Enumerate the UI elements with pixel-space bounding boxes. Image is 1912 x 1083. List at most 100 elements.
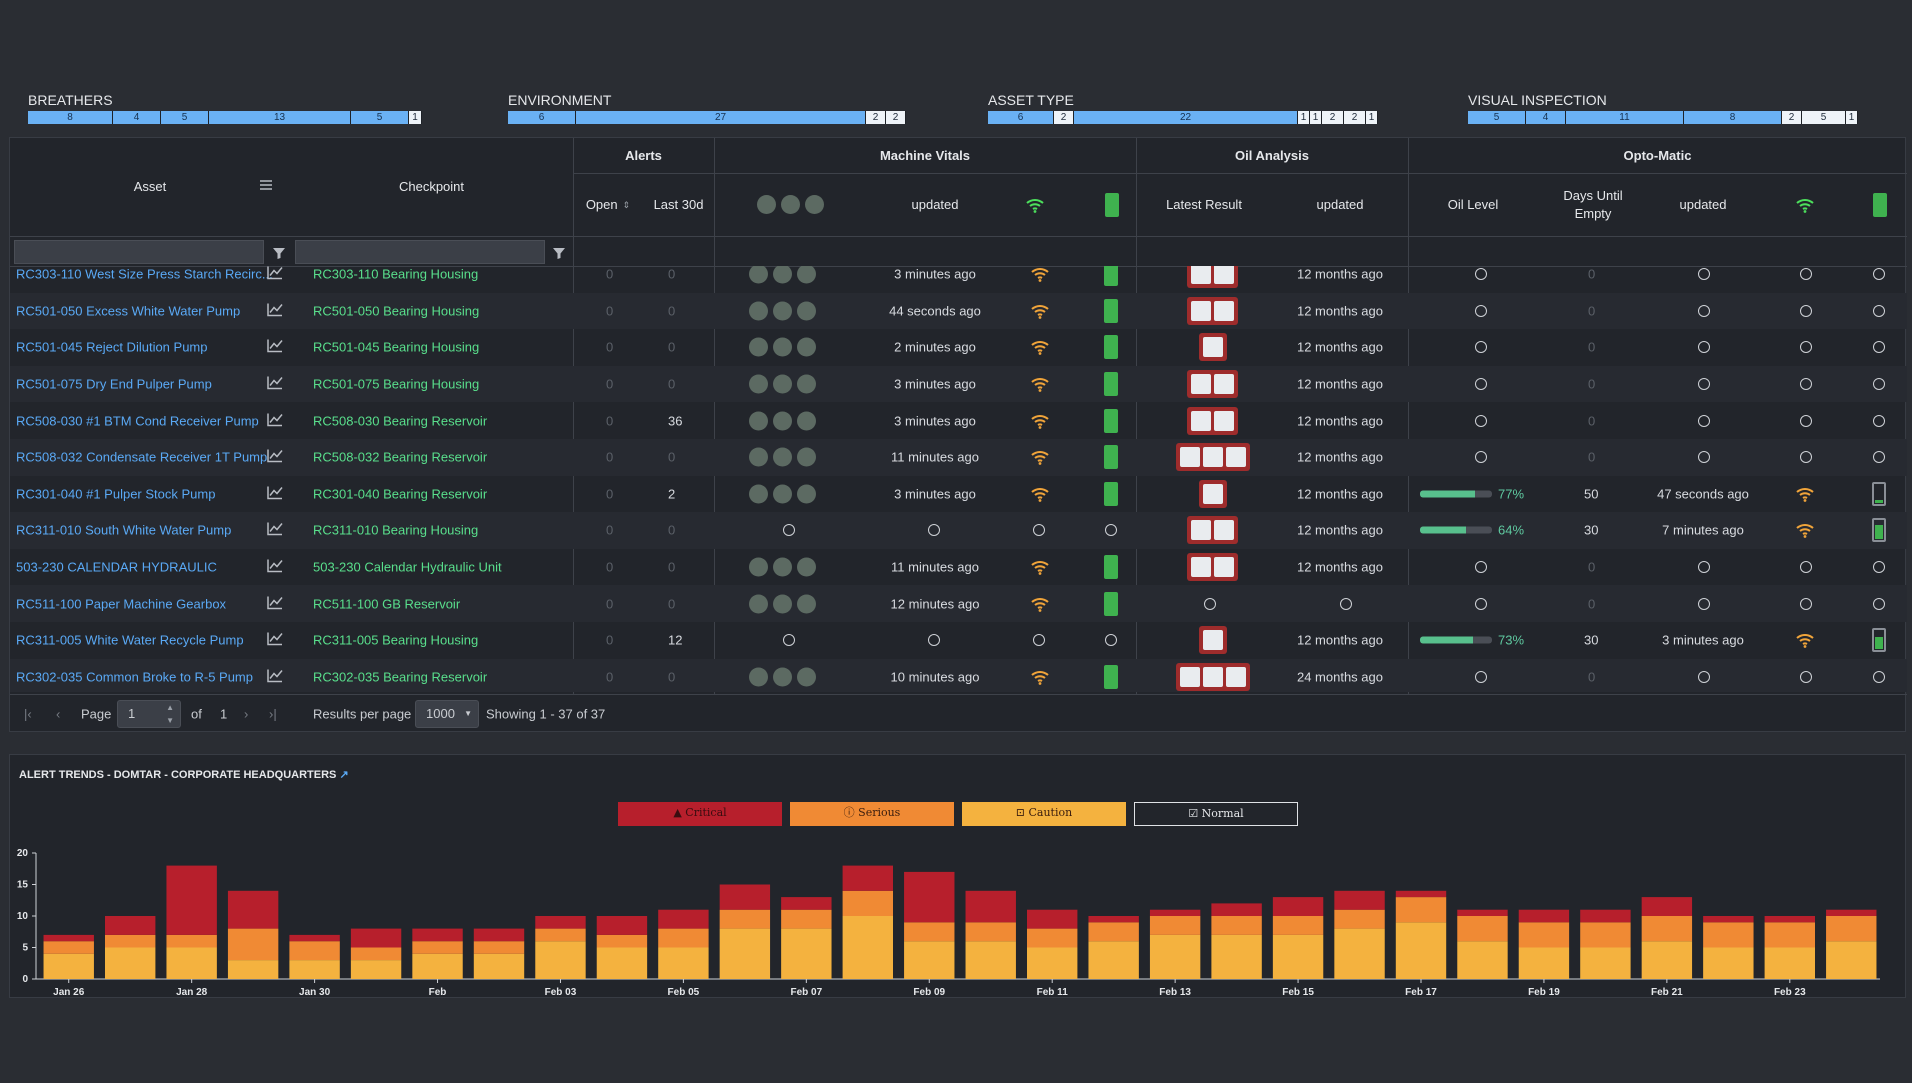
bar-serious[interactable] [1026,928,1078,948]
trend-chart-icon[interactable] [267,632,283,649]
summary-segment[interactable]: 6 [508,111,576,124]
bar-serious[interactable] [1641,916,1693,942]
summary-segment[interactable]: 2 [866,111,886,124]
bar-serious[interactable] [227,928,279,961]
bar-critical[interactable] [1518,909,1570,923]
trend-chart-icon[interactable] [267,595,283,612]
bar-critical[interactable] [1764,916,1816,923]
bar-critical[interactable] [473,928,525,942]
bar-caution[interactable] [1641,941,1693,979]
bar-critical[interactable] [104,916,156,935]
bar-serious[interactable] [412,941,463,954]
checkpoint-link[interactable]: RC501-050 Bearing Housing [313,303,480,319]
checkpoint-filter-input[interactable] [295,240,545,264]
bar-caution[interactable] [719,928,771,979]
checkpoint-link[interactable]: RC301-040 Bearing Reservoir [313,486,488,502]
trend-chart-icon[interactable] [267,302,283,319]
summary-segment[interactable]: 5 [1468,111,1526,124]
bar-caution[interactable] [1457,941,1508,979]
summary-segment[interactable]: 27 [576,111,866,124]
legend-serious[interactable]: ⓘ Serious [790,802,954,826]
asset-link[interactable]: RC303-110 West Size Press Starch Recirc.… [16,266,273,282]
bar-caution[interactable] [1211,934,1262,979]
asset-link[interactable]: RC508-032 Condensate Receiver 1T Pump [16,449,268,465]
checkpoint-link[interactable]: RC311-005 Bearing Housing [313,632,479,648]
summary-segment[interactable]: 1 [1298,111,1310,124]
summary-segment[interactable]: 2 [1054,111,1074,124]
bar-serious[interactable] [1764,922,1816,948]
bar-serious[interactable] [596,934,648,948]
bar-critical[interactable] [1703,916,1754,923]
bar-critical[interactable] [535,916,586,929]
bar-serious[interactable] [781,909,832,929]
bar-caution[interactable] [965,941,1016,979]
asset-link[interactable]: RC301-040 #1 Pulper Stock Pump [16,486,216,502]
bar-critical[interactable] [658,909,709,929]
legend-critical[interactable]: ▲ Critical [618,802,782,826]
bar-caution[interactable] [781,928,832,979]
checkpoint-link[interactable]: RC508-032 Bearing Reservoir [313,449,488,465]
bar-serious[interactable] [1272,916,1324,935]
bar-caution[interactable] [1149,934,1201,979]
bar-critical[interactable] [1272,897,1324,916]
summary-segment[interactable]: 8 [1684,111,1782,124]
trend-chart-icon[interactable] [267,412,283,429]
bar-caution[interactable] [596,947,648,980]
checkpoint-link[interactable]: RC501-045 Bearing Housing [313,339,480,355]
filter-icon[interactable] [272,246,286,260]
bar-critical[interactable] [166,865,217,935]
bar-critical[interactable] [227,890,279,929]
external-link-icon[interactable]: ↗ [339,769,349,781]
bar-critical[interactable] [1088,916,1139,923]
asset-link[interactable]: RC501-050 Excess White Water Pump [16,303,241,319]
bar-serious[interactable] [842,890,894,916]
first-page-icon[interactable]: |‹ [24,706,32,721]
trend-chart-icon[interactable] [267,668,283,685]
asset-link[interactable]: RC511-100 Paper Machine Gearbox [16,596,227,612]
bar-serious[interactable] [658,928,709,948]
bar-caution[interactable] [43,953,94,979]
bar-serious[interactable] [1518,922,1570,948]
oil-result-badge[interactable] [1187,370,1238,399]
trend-chart-icon[interactable] [267,376,283,393]
bar-caution[interactable] [227,960,279,979]
bar-caution[interactable] [1518,947,1570,980]
bar-serious[interactable] [166,934,217,948]
bar-critical[interactable] [1641,897,1693,916]
asset-link[interactable]: RC311-005 White Water Recycle Pump [16,632,244,648]
summary-segment[interactable]: 6 [988,111,1054,124]
bar-critical[interactable] [904,871,955,923]
bar-caution[interactable] [1580,947,1631,980]
summary-segment[interactable]: 1 [409,111,422,124]
bar-critical[interactable] [1149,909,1201,916]
bar-serious[interactable] [904,922,955,942]
summary-segment[interactable]: 2 [1322,111,1344,124]
bar-serious[interactable] [1580,922,1631,948]
bar-critical[interactable] [596,916,648,935]
bar-critical[interactable] [719,884,771,910]
oil-result-badge[interactable] [1187,406,1238,435]
summary-segment[interactable]: 1 [1366,111,1378,124]
bar-caution[interactable] [658,947,709,980]
bar-caution[interactable] [1703,947,1754,980]
bar-critical[interactable] [1580,909,1631,923]
bar-serious[interactable] [104,934,156,948]
bar-caution[interactable] [104,947,156,980]
bar-caution[interactable] [166,947,217,980]
oil-result-badge[interactable] [1198,479,1227,508]
bar-caution[interactable] [1764,947,1816,980]
filter-icon[interactable] [552,246,566,260]
trend-chart-icon[interactable] [267,559,283,576]
legend-caution[interactable]: ⊡ Caution [962,802,1126,826]
checkpoint-link[interactable]: RC303-110 Bearing Housing [313,266,479,282]
trend-chart-icon[interactable] [267,339,283,356]
oil-result-badge[interactable] [1198,626,1227,655]
bar-serious[interactable] [350,947,402,961]
checkpoint-link[interactable]: RC511-100 GB Reservoir [313,596,461,612]
bar-serious[interactable] [289,941,340,961]
bar-caution[interactable] [842,916,894,979]
bar-serious[interactable] [43,941,94,954]
bar-caution[interactable] [350,960,402,979]
bar-serious[interactable] [1826,916,1877,942]
summary-segment[interactable]: 1 [1310,111,1322,124]
